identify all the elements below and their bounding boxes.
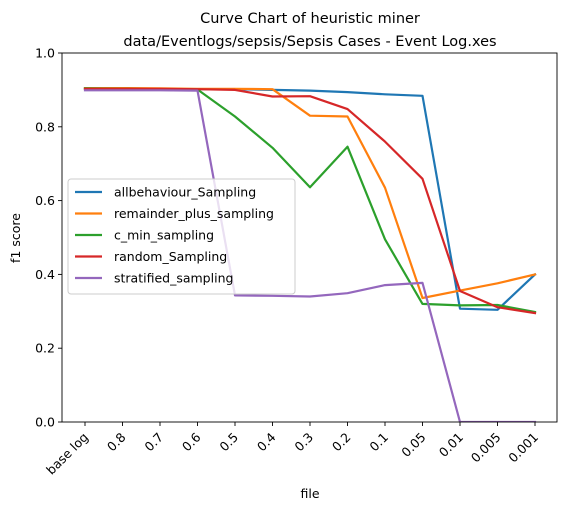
x-tick-label: 0.5 [216, 430, 241, 455]
y-tick-label: 0.0 [35, 415, 55, 430]
plot-frame [61, 52, 558, 423]
y-tick-label: 0.6 [35, 193, 55, 208]
x-tick-label: 0.3 [291, 430, 316, 455]
legend-entry-c_min_sampling: c_min_sampling [114, 228, 214, 243]
x-tick-label: 0.2 [329, 430, 354, 455]
y-tick-label: 0.4 [35, 267, 55, 282]
x-tick-label: 0.4 [254, 429, 279, 454]
plot-area: 0.0 0.2 0.4 0.6 0.8 1.0 base log 0.8 0.7 0.6 0.5 0.… [35, 46, 558, 478]
x-tick-label: 0.6 [179, 429, 204, 454]
x-axis-label: file [300, 486, 319, 501]
legend-entry-allbehaviour_Sampling: allbehaviour_Sampling [114, 185, 256, 200]
chart-subtitle: data/Eventlogs/sepsis/Sepsis Cases - Eve… [123, 34, 496, 50]
x-tick-label: 0.01 [436, 430, 466, 460]
x-tick-label: 0.001 [505, 430, 541, 466]
y-tick-label: 0.2 [35, 341, 55, 356]
legend-entry-random_Sampling: random_Sampling [114, 249, 227, 264]
y-axis-label: f1 score [8, 213, 23, 263]
y-tick-label: 1.0 [35, 46, 55, 61]
series-line-random_Sampling [83, 87, 537, 315]
x-tick-label: 0.005 [468, 430, 504, 466]
x-tick-label: 0.8 [104, 429, 129, 454]
legend-entry-remainder_plus_sampling: remainder_plus_sampling [114, 206, 274, 221]
x-tick-label: base log [43, 430, 91, 478]
y-tick-label: 0.8 [35, 119, 55, 134]
x-tick-label: 0.1 [366, 430, 391, 455]
x-tick-label: 0.7 [141, 430, 166, 455]
series-line-stratified_sampling [83, 89, 537, 422]
chart-title: Curve Chart of heuristic miner [200, 11, 420, 27]
legend-entry-stratified_sampling: stratified_sampling [114, 271, 233, 286]
x-tick-label: 0.05 [398, 430, 428, 460]
legend-box [67, 178, 296, 295]
